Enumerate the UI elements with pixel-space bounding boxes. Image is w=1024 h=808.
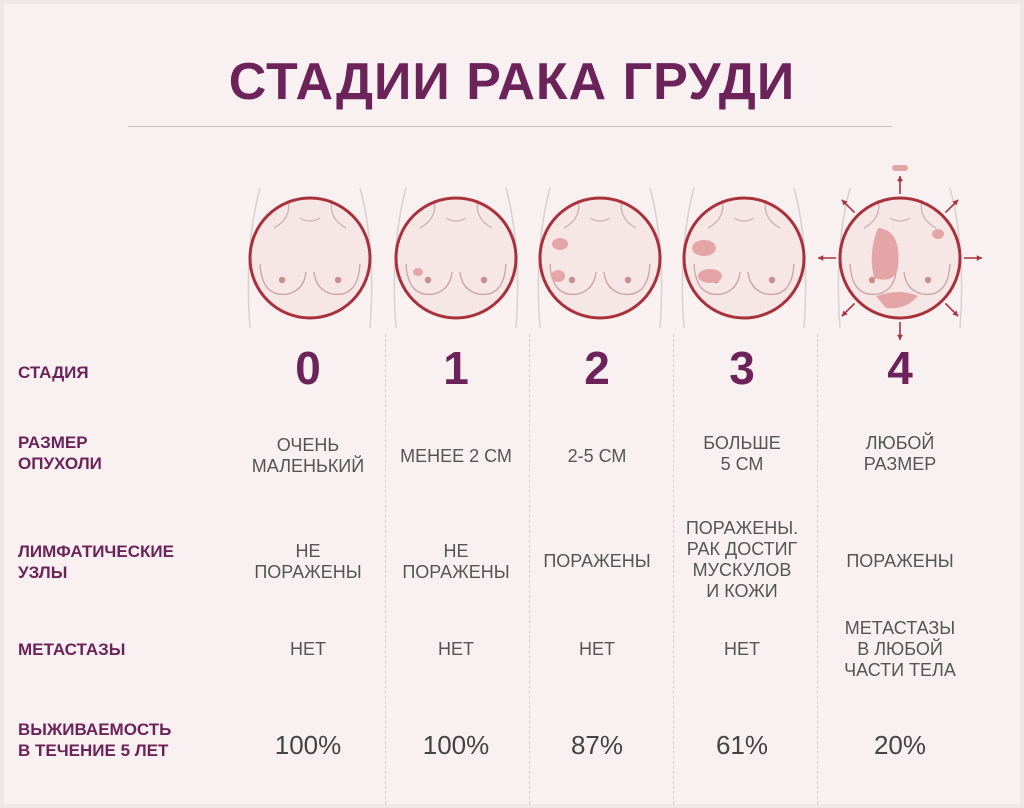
tumor-size-cell: ЛЮБОЙ РАЗМЕР — [863, 433, 937, 474]
tumor-size-cell: МЕНЕЕ 2 СМ — [400, 446, 512, 466]
breast-stage-1-icon — [393, 187, 519, 329]
stage-number: 4 — [887, 342, 913, 394]
column-divider — [385, 334, 386, 804]
survival-value: 20% — [873, 730, 927, 760]
breast-stage-0-icon — [247, 187, 373, 329]
breast-stage-4-icon — [818, 165, 982, 340]
stage-number: 0 — [295, 342, 321, 394]
lymph-cell: НЕ ПОРАЖЕНЫ — [402, 541, 510, 582]
lymph-cell: НЕ ПОРАЖЕНЫ — [254, 541, 362, 582]
stage-number: 1 — [443, 342, 469, 394]
row-label-lymph-1: ЛИМФАТИЧЕСКИЕ — [18, 542, 174, 561]
metastases-cell: НЕТ — [290, 639, 326, 659]
breast-stage-3-icon — [681, 187, 807, 329]
tumor-size-cell: 2-5 СМ — [567, 446, 627, 466]
row-label-survival-1: ВЫЖИВАЕМОСТЬ — [18, 720, 172, 739]
survival-value: 100% — [274, 730, 342, 760]
row-label-stage: СТАДИЯ — [18, 363, 89, 382]
title-divider — [128, 126, 892, 127]
metastases-cell: НЕТ — [438, 639, 474, 659]
survival-value: 100% — [422, 730, 490, 760]
lymph-cell: ПОРАЖЕНЫ. РАК ДОСТИГ МУСКУЛОВ И КОЖИ — [685, 518, 799, 601]
row-label-metastases: МЕТАСТАЗЫ — [18, 640, 126, 659]
infographic-frame: СТАДИИ РАКА ГРУДИ СТАДИЯ РАЗМЕР ОПУХОЛИ … — [4, 4, 1020, 804]
column-divider — [817, 334, 818, 804]
tumor-size-cell: БОЛЬШЕ 5 СМ — [703, 433, 781, 474]
row-label-survival-2: В ТЕЧЕНИЕ 5 ЛЕТ — [18, 741, 169, 760]
survival-value: 61% — [715, 730, 769, 760]
column-divider — [673, 334, 674, 804]
page-title: СТАДИИ РАКА ГРУДИ — [228, 53, 796, 111]
metastases-cell: МЕТАСТАЗЫ В ЛЮБОЙ ЧАСТИ ТЕЛА — [844, 618, 956, 680]
stage-number: 3 — [729, 342, 755, 394]
metastases-cell: НЕТ — [579, 639, 615, 659]
survival-value: 87% — [570, 730, 624, 760]
column-divider — [529, 334, 530, 804]
breast-illustrations — [247, 165, 982, 340]
tumor-size-cell: ОЧЕНЬ МАЛЕНЬКИЙ — [251, 435, 365, 476]
metastases-cell: НЕТ — [724, 639, 760, 659]
row-label-lymph-2: УЗЛЫ — [18, 563, 68, 582]
stage-number: 2 — [584, 342, 610, 394]
row-label-tumor-size-1: РАЗМЕР — [18, 433, 88, 452]
breast-stage-2-icon — [537, 187, 663, 329]
lymph-cell: ПОРАЖЕНЫ — [543, 551, 651, 571]
row-label-tumor-size-2: ОПУХОЛИ — [18, 454, 102, 473]
lymph-cell: ПОРАЖЕНЫ — [846, 551, 954, 571]
